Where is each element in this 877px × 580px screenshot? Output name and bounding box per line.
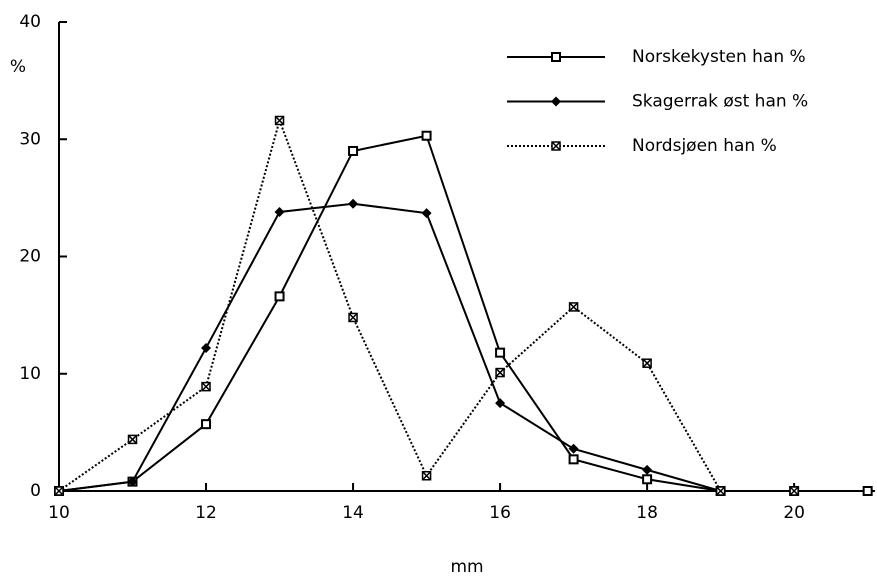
series-line bbox=[58, 117, 795, 492]
y-axis-label: % bbox=[10, 57, 26, 77]
marker-diamond bbox=[551, 96, 561, 107]
marker bbox=[127, 476, 138, 487]
series-line bbox=[58, 134, 868, 492]
marker-diamond bbox=[274, 206, 285, 217]
legend-item: Skagerrak øst han % bbox=[507, 92, 808, 112]
x-tick-label: 10 bbox=[48, 503, 70, 523]
marker bbox=[274, 206, 285, 217]
marker bbox=[201, 342, 212, 353]
marker-diamond bbox=[642, 464, 653, 475]
marker bbox=[421, 130, 432, 141]
marker-x bbox=[127, 434, 138, 444]
marker bbox=[495, 347, 506, 358]
x-tick-label: 18 bbox=[636, 503, 658, 523]
marker bbox=[642, 358, 652, 368]
marker bbox=[551, 52, 561, 62]
marker-square bbox=[201, 419, 212, 430]
legend-label: Norskekysten han % bbox=[632, 47, 806, 67]
marker bbox=[715, 486, 726, 496]
marker-square bbox=[568, 454, 579, 465]
marker bbox=[348, 312, 358, 323]
marker-square bbox=[862, 486, 873, 496]
series-line bbox=[58, 202, 795, 492]
marker bbox=[127, 434, 138, 445]
marker bbox=[274, 115, 285, 126]
marker bbox=[201, 419, 212, 430]
legend-label: Skagerrak øst han % bbox=[632, 92, 808, 112]
x-tick-label: 16 bbox=[489, 503, 511, 523]
marker bbox=[568, 454, 579, 465]
marker-x bbox=[789, 486, 799, 496]
marker-diamond bbox=[348, 198, 359, 209]
marker-x bbox=[642, 358, 652, 368]
y-tick-label: 40 bbox=[19, 12, 41, 32]
marker bbox=[551, 96, 561, 107]
y-tick-label: 10 bbox=[19, 364, 41, 384]
marker-x bbox=[348, 312, 358, 323]
marker-x bbox=[716, 486, 726, 496]
marker-square bbox=[642, 474, 653, 485]
marker-square bbox=[348, 145, 359, 156]
legend-item: Nordsjøen han % bbox=[507, 136, 777, 156]
y-tick-label: 0 bbox=[30, 481, 41, 501]
marker bbox=[348, 145, 359, 156]
marker-square bbox=[551, 52, 561, 62]
marker bbox=[568, 302, 579, 312]
marker-x bbox=[275, 115, 285, 126]
x-axis-label: mm bbox=[450, 557, 483, 577]
marker bbox=[274, 291, 285, 302]
marker-x bbox=[54, 486, 64, 496]
marker bbox=[642, 474, 653, 485]
marker-x bbox=[422, 471, 432, 481]
marker bbox=[789, 486, 799, 496]
marker bbox=[568, 443, 579, 454]
x-tick-label: 20 bbox=[783, 503, 805, 523]
marker-diamond bbox=[421, 208, 432, 219]
marker bbox=[551, 141, 561, 151]
marker bbox=[642, 464, 653, 475]
marker-diamond bbox=[568, 443, 579, 454]
marker-x bbox=[201, 382, 211, 392]
marker bbox=[495, 367, 505, 378]
marker bbox=[421, 471, 432, 481]
marker-x bbox=[569, 302, 579, 312]
x-tick-label: 14 bbox=[342, 503, 364, 523]
marker bbox=[495, 398, 506, 409]
marker bbox=[348, 198, 359, 209]
y-tick-label: 20 bbox=[19, 247, 41, 267]
marker-diamond bbox=[201, 342, 212, 353]
marker-square bbox=[495, 347, 506, 358]
marker-diamond bbox=[127, 476, 138, 487]
y-tick-label: 30 bbox=[19, 129, 41, 149]
marker bbox=[201, 381, 211, 392]
marker-square bbox=[421, 130, 432, 141]
marker bbox=[862, 486, 873, 496]
marker bbox=[421, 208, 432, 219]
marker-square bbox=[274, 291, 285, 302]
marker-diamond bbox=[495, 398, 506, 409]
marker bbox=[54, 486, 64, 496]
x-tick-label: 12 bbox=[195, 503, 217, 523]
legend-item: Norskekysten han % bbox=[507, 47, 806, 67]
legend-label: Nordsjøen han % bbox=[632, 136, 777, 156]
marker-x bbox=[495, 368, 505, 378]
marker-x bbox=[551, 141, 561, 151]
